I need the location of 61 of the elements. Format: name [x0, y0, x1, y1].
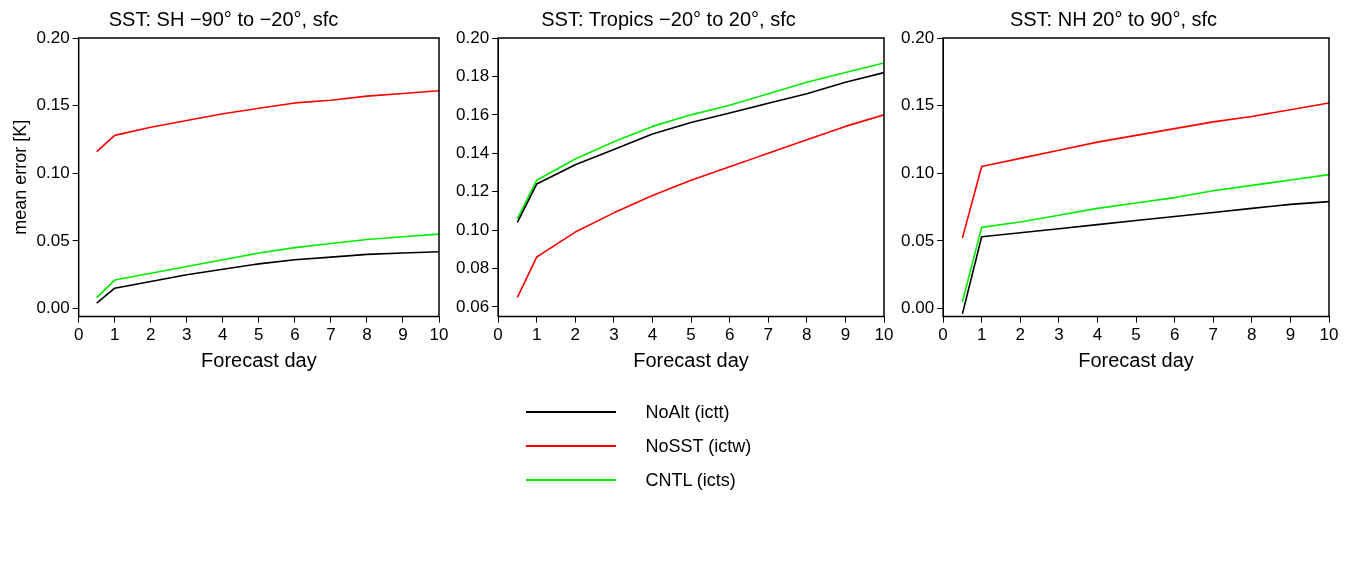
x-tick-label: 7	[1208, 325, 1218, 345]
y-tick-label: 0.14	[455, 142, 490, 162]
x-tick-label: 10	[429, 325, 449, 345]
x-tick-label: 8	[1247, 325, 1257, 345]
x-tick-label: 5	[686, 325, 696, 345]
chart-title: SST: NH 20° to 90°, sfc	[1009, 7, 1218, 30]
x-axis-title: Forecast day	[633, 348, 749, 371]
x-tick-label: 10	[874, 325, 894, 345]
x-tick-label: 5	[254, 325, 264, 345]
y-tick-label: 0.20	[900, 27, 935, 47]
legend-label: CNTL (icts)	[645, 469, 736, 491]
x-tick-label: 10	[1319, 325, 1339, 345]
y-tick-label: 0.00	[36, 298, 70, 318]
x-tick-label: 2	[570, 325, 580, 345]
x-tick-label: 2	[1015, 325, 1025, 345]
y-tick-label: 0.00	[900, 298, 935, 318]
x-tick-label: 9	[840, 325, 851, 345]
legend-label: NoAlt (ictt)	[645, 401, 730, 423]
x-tick-label: 7	[326, 325, 336, 345]
x-tick-label: 3	[182, 325, 192, 345]
chart-title: SST: Tropics −20° to 20°, sfc	[541, 7, 796, 30]
x-tick-label: 8	[802, 325, 812, 345]
y-tick-label: 0.10	[455, 219, 490, 239]
x-tick-label: 1	[109, 325, 120, 345]
chart-title: SST: SH −90° to −20°, sfc	[108, 7, 339, 30]
x-tick-label: 0	[73, 325, 84, 345]
y-tick-label: 0.16	[455, 104, 490, 124]
x-tick-label: 4	[1092, 325, 1103, 345]
x-tick-label: 3	[1054, 325, 1064, 345]
y-tick-label: 0.08	[455, 258, 490, 278]
x-tick-label: 9	[1285, 325, 1296, 345]
x-tick-label: 4	[647, 325, 658, 345]
y-tick-label: 0.20	[455, 27, 490, 47]
x-tick-label: 0	[493, 325, 503, 345]
y-tick-label: 0.20	[36, 27, 70, 47]
x-tick-label: 8	[362, 325, 372, 345]
y-tick-label: 0.06	[455, 296, 490, 316]
y-tick-label: 0.05	[36, 230, 70, 250]
x-axis-title: Forecast day	[1078, 348, 1194, 371]
x-axis-title: Forecast day	[201, 348, 317, 371]
x-tick-label: 6	[1169, 325, 1180, 345]
y-tick-label: 0.12	[455, 181, 490, 201]
x-tick-label: 1	[976, 325, 987, 345]
x-tick-label: 7	[763, 325, 773, 345]
y-axis-title: mean error [K]	[9, 119, 30, 235]
y-tick-label: 0.10	[900, 162, 935, 182]
x-tick-label: 6	[290, 325, 300, 345]
x-tick-label: 2	[146, 325, 156, 345]
y-tick-label: 0.15	[36, 95, 70, 115]
x-tick-label: 0	[938, 325, 948, 345]
x-tick-label: 9	[398, 325, 408, 345]
y-tick-label: 0.05	[900, 230, 935, 250]
x-tick-label: 1	[531, 325, 542, 345]
y-tick-label: 0.15	[900, 95, 935, 115]
x-tick-label: 5	[1131, 325, 1141, 345]
y-tick-label: 0.18	[455, 66, 490, 86]
x-tick-label: 6	[724, 325, 735, 345]
x-tick-label: 4	[218, 325, 228, 345]
legend-label: NoSST (ictw)	[645, 435, 752, 457]
y-tick-label: 0.10	[36, 162, 70, 182]
x-tick-label: 3	[609, 325, 619, 345]
